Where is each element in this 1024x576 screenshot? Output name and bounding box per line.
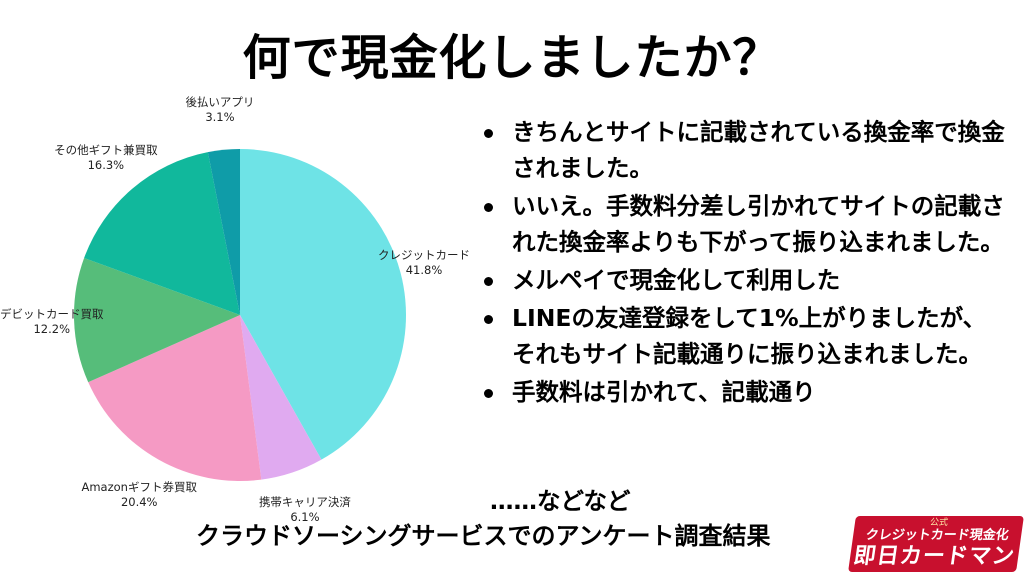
pie-label-4: その他ギフト兼買取 16.3% bbox=[54, 143, 158, 173]
pie-label-name: 後払いアプリ bbox=[185, 94, 255, 109]
comment-list: きちんとサイトに記載されている換金率で換金されました。 いいえ。手数料分差し引か… bbox=[478, 114, 1008, 412]
logo-big: 即日カードマン bbox=[851, 544, 1017, 569]
source-caption: クラウドソーシングサービスでのアンケート調査結果 bbox=[196, 522, 771, 550]
pie-label-value: 3.1% bbox=[205, 109, 235, 124]
pie-slice-1 bbox=[240, 315, 322, 480]
comment-item: きちんとサイトに記載されている換金率で換金されました。 bbox=[478, 114, 1008, 186]
logo-mid: クレジットカード現金化 bbox=[864, 528, 1010, 543]
pie-label-name: 携帯キャリア決済 bbox=[258, 495, 351, 510]
pie-label-5: 後払いアプリ 3.1% bbox=[185, 95, 254, 125]
pie-label-value: 41.8% bbox=[405, 262, 443, 277]
pie-label-1: 携帯キャリア決済 6.1% bbox=[259, 495, 351, 525]
comment-item: メルペイで現金化して利用した bbox=[478, 262, 1008, 298]
pie-label-value: 20.4% bbox=[120, 494, 158, 509]
pie-label-0: クレジットカード 41.8% bbox=[378, 248, 470, 278]
trailing-text: ……などなど bbox=[490, 487, 631, 515]
pie-label-name: その他ギフト兼買取 bbox=[54, 143, 158, 158]
pie-label-2: Amazonギフト券買取 20.4% bbox=[81, 480, 196, 510]
logo-small: 公式 bbox=[929, 518, 949, 528]
pie-slice-2 bbox=[88, 315, 262, 481]
comment-item: LINEの友達登録をして1%上がりましたが、それもサイト記載通りに振り込まれまし… bbox=[478, 300, 1008, 372]
comment-item: 手数料は引かれて、記載通り bbox=[478, 374, 1008, 410]
pie-label-name: Amazonギフト券買取 bbox=[81, 479, 197, 494]
pie-label-3: デビットカード買取 12.2% bbox=[0, 307, 104, 337]
comment-item: いいえ。手数料分差し引かれてサイトの記載された換金率よりも下がって振り込まれまし… bbox=[478, 188, 1008, 260]
pie-slice-4 bbox=[84, 152, 240, 315]
pie-label-value: 6.1% bbox=[290, 510, 320, 525]
pie-label-value: 16.3% bbox=[87, 158, 125, 173]
pie-label-name: デビットカード買取 bbox=[0, 306, 104, 321]
page-title: 何で現金化しましたか？ bbox=[242, 30, 782, 86]
brand-logo: 公式 クレジットカード現金化 即日カードマン bbox=[848, 516, 1024, 572]
pie-chart bbox=[74, 149, 406, 481]
pie-slice-5 bbox=[207, 149, 240, 315]
pie-label-value: 12.2% bbox=[33, 321, 71, 336]
pie-slice-0 bbox=[240, 149, 406, 460]
pie-label-name: クレジットカード bbox=[378, 247, 470, 262]
pie-slice-3 bbox=[74, 257, 240, 383]
